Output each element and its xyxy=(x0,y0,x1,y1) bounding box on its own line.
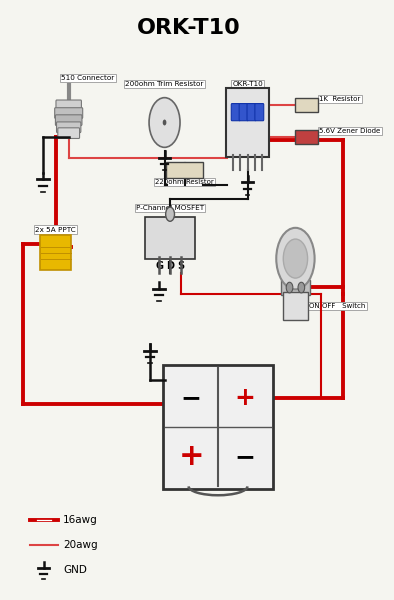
FancyBboxPatch shape xyxy=(56,100,82,110)
Text: GND: GND xyxy=(63,565,87,575)
Text: 2x 5A PPTC: 2x 5A PPTC xyxy=(35,227,76,233)
FancyBboxPatch shape xyxy=(231,104,240,121)
FancyBboxPatch shape xyxy=(226,88,269,157)
Text: −: − xyxy=(234,445,255,469)
Text: D: D xyxy=(166,260,174,271)
Text: 200ohm Trim Resistor: 200ohm Trim Resistor xyxy=(125,81,204,87)
Text: S: S xyxy=(178,260,185,271)
Text: −: − xyxy=(181,386,202,410)
Text: +: + xyxy=(234,386,255,410)
Circle shape xyxy=(298,282,305,293)
FancyBboxPatch shape xyxy=(239,104,248,121)
FancyBboxPatch shape xyxy=(247,104,256,121)
Circle shape xyxy=(149,98,180,148)
FancyBboxPatch shape xyxy=(166,161,203,178)
Text: 220ohm Resistor: 220ohm Resistor xyxy=(156,179,214,185)
Text: ORK-T10: ORK-T10 xyxy=(137,18,240,38)
FancyBboxPatch shape xyxy=(55,108,83,118)
FancyBboxPatch shape xyxy=(283,292,308,320)
Text: P-Channel MOSFET: P-Channel MOSFET xyxy=(136,205,204,211)
Text: 16awg: 16awg xyxy=(63,515,98,525)
Text: ON/OFF   Switch: ON/OFF Switch xyxy=(309,303,366,309)
Circle shape xyxy=(276,228,314,289)
Text: 20awg: 20awg xyxy=(63,540,98,550)
FancyBboxPatch shape xyxy=(40,235,71,271)
FancyBboxPatch shape xyxy=(58,128,80,139)
Text: 510 Connector: 510 Connector xyxy=(61,75,115,81)
FancyBboxPatch shape xyxy=(163,365,273,490)
Circle shape xyxy=(165,207,175,221)
Text: +: + xyxy=(178,442,204,471)
FancyBboxPatch shape xyxy=(255,104,264,121)
Text: G: G xyxy=(155,260,163,271)
Circle shape xyxy=(283,239,308,278)
FancyBboxPatch shape xyxy=(56,115,82,125)
FancyBboxPatch shape xyxy=(281,280,310,295)
Circle shape xyxy=(286,282,293,293)
Text: 5.6V Zener Diode: 5.6V Zener Diode xyxy=(320,128,381,134)
Circle shape xyxy=(163,119,166,125)
FancyBboxPatch shape xyxy=(145,217,195,259)
Text: OKR-T10: OKR-T10 xyxy=(232,81,263,87)
Text: 1K  Resistor: 1K Resistor xyxy=(320,96,361,102)
FancyBboxPatch shape xyxy=(295,130,318,145)
FancyBboxPatch shape xyxy=(295,98,318,112)
FancyBboxPatch shape xyxy=(56,122,81,133)
